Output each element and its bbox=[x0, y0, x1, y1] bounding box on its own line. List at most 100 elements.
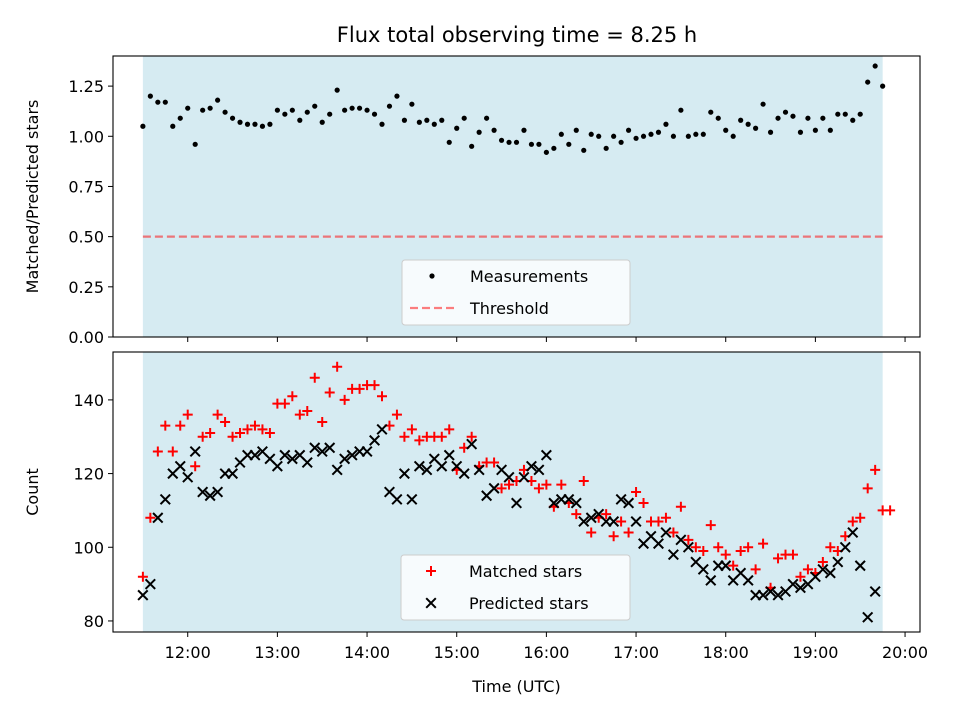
measurement-point bbox=[289, 107, 295, 113]
measurement-point bbox=[342, 107, 348, 113]
predicted-star-point bbox=[847, 527, 859, 539]
measurement-point bbox=[745, 121, 751, 127]
measurement-point bbox=[222, 109, 228, 115]
measurement-point bbox=[244, 121, 251, 127]
predicted-star-point bbox=[174, 460, 186, 472]
measurement-point bbox=[865, 79, 871, 85]
predicted-star-point bbox=[204, 490, 216, 502]
matched-star-point bbox=[720, 549, 731, 560]
matched-star-point bbox=[533, 483, 544, 494]
legend-label: Predicted stars bbox=[469, 594, 589, 613]
measurement-point bbox=[469, 143, 475, 149]
measurement-point bbox=[693, 131, 699, 137]
measurement-point bbox=[356, 105, 363, 111]
matched-star-point bbox=[773, 553, 784, 564]
matched-star-point bbox=[556, 479, 567, 490]
predicted-star-point bbox=[301, 457, 313, 469]
measurement-point bbox=[738, 117, 744, 123]
measurement-point bbox=[835, 111, 841, 117]
measurement-point bbox=[454, 125, 460, 131]
predicted-star-point bbox=[578, 515, 590, 527]
measurement-point bbox=[297, 117, 303, 123]
measurement-point bbox=[521, 127, 527, 133]
matched-star-point bbox=[287, 391, 298, 402]
x-tick-label: 20:00 bbox=[882, 643, 928, 662]
measurement-point bbox=[401, 117, 408, 123]
matched-star-point bbox=[175, 420, 186, 431]
measurement-point bbox=[491, 127, 497, 133]
measurement-point bbox=[506, 139, 512, 145]
matched-star-point bbox=[750, 564, 761, 575]
predicted-star-point bbox=[585, 512, 597, 524]
matched-star-point bbox=[145, 512, 156, 523]
measurement-point bbox=[237, 119, 243, 125]
measurement-point bbox=[880, 83, 886, 89]
measurement-point bbox=[371, 111, 378, 117]
measurement-point bbox=[775, 115, 781, 121]
matched-star-point bbox=[885, 505, 896, 516]
measurement-point bbox=[304, 109, 310, 115]
predicted-star-point bbox=[182, 471, 194, 483]
measurement-point bbox=[558, 131, 564, 137]
matched-star-point bbox=[190, 461, 201, 472]
x-tick-label: 19:00 bbox=[792, 643, 838, 662]
measurement-point bbox=[349, 105, 355, 111]
measurement-point bbox=[648, 131, 654, 137]
measurement-point bbox=[730, 133, 736, 139]
predicted-star-point bbox=[503, 471, 515, 483]
measurement-point bbox=[461, 115, 467, 121]
predicted-star-point bbox=[548, 497, 560, 509]
y-tick-label: 140 bbox=[73, 391, 104, 410]
matched-star-point bbox=[317, 417, 328, 427]
measurement-point bbox=[327, 111, 333, 117]
predicted-star-point bbox=[533, 464, 545, 476]
measurement-point bbox=[700, 131, 706, 137]
measurement-point bbox=[857, 111, 863, 117]
matched-star-point bbox=[862, 483, 873, 494]
predicted-star-point bbox=[667, 549, 679, 561]
measurement-point bbox=[409, 101, 415, 107]
matched-star-point bbox=[743, 542, 754, 553]
predicted-star-point bbox=[316, 445, 328, 457]
measurement-point bbox=[319, 119, 325, 125]
measurement-point bbox=[596, 133, 602, 139]
matched-star-point bbox=[152, 446, 163, 457]
matched-star-point bbox=[212, 409, 223, 420]
matched-star-point bbox=[339, 394, 350, 405]
x-tick-label: 14:00 bbox=[344, 643, 390, 662]
measurement-point bbox=[162, 99, 168, 105]
ratio-panel: 0.00 0.25 0.50 0.75 1.00 1.25 Matched/Predicte… bbox=[23, 55, 921, 347]
matched-star-point bbox=[698, 545, 709, 556]
measurement-point bbox=[207, 105, 213, 111]
predicted-star-point bbox=[518, 471, 530, 483]
matched-star-point bbox=[578, 475, 589, 486]
measurement-point bbox=[715, 115, 721, 121]
measurement-point bbox=[379, 121, 385, 127]
predicted-star-point bbox=[615, 493, 627, 505]
predicted-star-point bbox=[189, 445, 201, 457]
counts-panel: 80 100 120 140 12:00 13:00 14:00 15:00 16:00 17:0… bbox=[23, 351, 928, 696]
legend: Matched stars Predicted stars bbox=[400, 554, 631, 621]
measurement-point bbox=[229, 115, 236, 121]
measurement-point bbox=[812, 127, 818, 133]
measurement-point bbox=[581, 147, 587, 153]
measurement-point bbox=[177, 115, 183, 121]
predicted-star-point bbox=[324, 442, 336, 454]
predicted-star-point bbox=[406, 493, 418, 505]
measurement-point bbox=[312, 103, 318, 109]
legend-label: Threshold bbox=[469, 299, 549, 318]
matched-star-point bbox=[197, 431, 208, 442]
matched-star-point bbox=[279, 398, 290, 409]
measurement-point bbox=[439, 117, 445, 123]
measurement-point bbox=[850, 117, 856, 123]
predicted-star-point bbox=[159, 493, 171, 505]
legend-measurement-marker bbox=[429, 273, 435, 279]
predicted-star-point bbox=[540, 449, 552, 461]
predicted-star-point bbox=[794, 582, 806, 594]
x-tick-label: 16:00 bbox=[523, 643, 569, 662]
predicted-star-point bbox=[346, 449, 358, 461]
predicted-star-point bbox=[742, 574, 754, 586]
predicted-star-point bbox=[869, 585, 881, 597]
predicted-star-point bbox=[772, 589, 784, 601]
matched-star-point bbox=[354, 383, 365, 394]
